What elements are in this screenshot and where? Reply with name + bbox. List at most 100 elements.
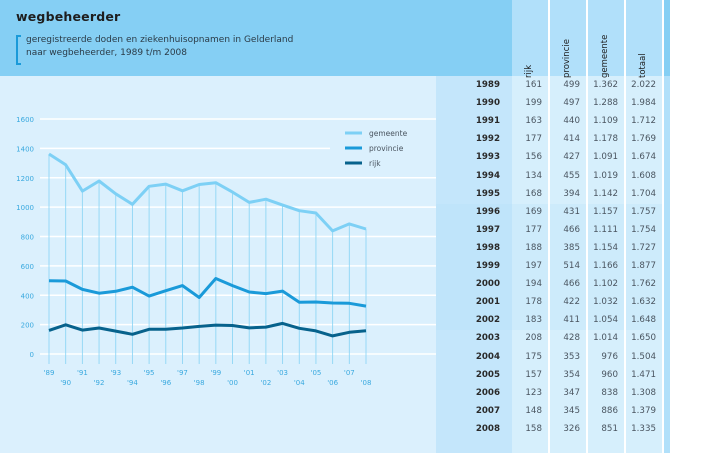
x-tick-label: '05 (311, 369, 322, 377)
x-tick-label: '03 (277, 369, 288, 377)
x-tick-label: '92 (94, 379, 105, 387)
legend-label-provincie: provincie (369, 144, 404, 153)
table-cell: 175 (525, 351, 542, 362)
x-tick-label: '04 (294, 379, 305, 387)
table-cell: 1.362 (593, 80, 618, 90)
table-cell: 188 (525, 242, 542, 253)
year-cell: 1995 (475, 188, 500, 199)
table-cell: 1.650 (631, 333, 656, 344)
y-tick-label: 800 (21, 234, 34, 242)
bracket-decoration (16, 35, 21, 65)
column-header (512, 0, 548, 76)
table-cell: 1.608 (631, 170, 656, 181)
table-cell: 1.032 (593, 297, 618, 308)
column-header-label-provincie: provincie (562, 39, 572, 78)
table-cell: 148 (525, 405, 542, 416)
column-header (626, 0, 662, 76)
x-tick-label: '02 (260, 379, 271, 387)
legend-label-rijk: rijk (369, 159, 381, 168)
year-cell: 1999 (475, 261, 500, 271)
series-line-rijk (48, 321, 367, 338)
year-cell: 2004 (475, 351, 500, 362)
chart-header: wegbeheerder geregistreerde doden en zie… (0, 0, 436, 76)
table-cell: 838 (601, 387, 618, 398)
row-band (550, 76, 586, 204)
table-cell: 1.054 (593, 315, 618, 326)
table-cell: 428 (563, 333, 580, 344)
year-cell: 1996 (475, 206, 500, 217)
table-cell: 414 (563, 134, 580, 145)
table-cell: 1.877 (631, 261, 656, 271)
x-tick-label: '97 (177, 369, 188, 377)
table-cell: 326 (563, 423, 580, 434)
x-tick-label: '98 (194, 379, 205, 387)
column-provincie: provincie 499 497 440 414 427 455 394 431 466 385 5… (550, 0, 586, 453)
table-cell: 1.504 (631, 351, 656, 362)
table-cell: 123 (525, 387, 542, 398)
table-cell: 178 (525, 297, 542, 308)
table-cell: 354 (563, 369, 580, 380)
row-band (512, 330, 548, 453)
table-cell: 168 (525, 188, 542, 199)
table-cell: 1.166 (593, 261, 618, 271)
table-cell: 394 (563, 188, 580, 199)
table-cell: 1.109 (593, 116, 618, 127)
x-tick-label: '90 (60, 379, 71, 387)
y-tick-label: 400 (21, 292, 34, 300)
table-cell: 1.019 (593, 170, 618, 181)
y-tick-label: 0 (30, 351, 34, 359)
table-cell: 1.984 (631, 98, 656, 109)
row-band (550, 203, 586, 331)
table-cell: 466 (563, 279, 580, 290)
subtitle-line-2: naar wegbeheerder, 1989 t/m 2008 (26, 48, 188, 58)
row-band (436, 76, 512, 204)
table-cell: 199 (525, 98, 542, 109)
table-cell: 1.178 (593, 134, 618, 145)
table-cell: 960 (601, 369, 618, 380)
table-cell: 976 (601, 351, 618, 362)
table-cell: 1.674 (631, 152, 656, 163)
x-tick-label: '08 (361, 379, 372, 387)
column-header-label-totaal: totaal (638, 53, 648, 78)
table-cell: 1.648 (631, 315, 656, 326)
table-cell: 1.379 (631, 405, 656, 416)
table-cell: 1.111 (593, 224, 618, 235)
table-cell: 1.712 (631, 116, 656, 127)
table-cell: 1.704 (631, 188, 656, 199)
table-cell: 514 (563, 261, 580, 271)
year-cell: 1992 (475, 134, 500, 145)
table-cell: 157 (525, 369, 542, 380)
row-band (626, 330, 662, 453)
line-chart: 0 200 400 600 800 1000 1200 1400 1600 '89 '90 '91 '9… (16, 116, 436, 387)
table-edge-strip (664, 0, 670, 453)
column-header-label-gemeente: gemeente (600, 34, 610, 78)
table-cell: 197 (525, 261, 542, 271)
column-header (550, 0, 586, 76)
table-cell: 1.308 (631, 387, 656, 398)
year-cell: 1994 (475, 170, 500, 181)
year-cell: 2005 (475, 369, 500, 380)
table-cell: 1.727 (631, 242, 656, 253)
table-cell: 194 (525, 279, 542, 290)
plot-area: 0 200 400 600 800 1000 1200 1400 1600 '89 '90 '91 '9… (0, 76, 436, 453)
column-totaal: totaal 2.022 1.984 1.712 1.769 1.674 1.608 1.70… (626, 0, 662, 453)
year-cell: 2007 (475, 405, 500, 416)
table-cell: 427 (563, 152, 580, 163)
x-tick-label: '89 (44, 369, 55, 377)
row-band (436, 330, 512, 453)
year-column-header (436, 0, 512, 76)
table-cell: 169 (525, 206, 542, 217)
row-band (626, 203, 662, 331)
table-cell: 1.142 (593, 188, 618, 199)
table-cell: 886 (601, 405, 618, 416)
year-cell: 1991 (475, 116, 500, 127)
x-tick-label: '95 (144, 369, 155, 377)
table-cell: 163 (525, 116, 542, 127)
subtitle-line-1: geregistreerde doden en ziekenhuisopname… (26, 35, 294, 45)
column-rijk: rijk 161 199 163 177 156 134 168 169 177 188 197 194… (512, 0, 548, 453)
y-tick-label: 1000 (16, 204, 34, 212)
year-cell: 2000 (475, 279, 500, 290)
y-tick-label: 1400 (16, 145, 34, 153)
y-tick-label: 200 (21, 322, 34, 330)
table-cell: 1.157 (593, 206, 618, 217)
